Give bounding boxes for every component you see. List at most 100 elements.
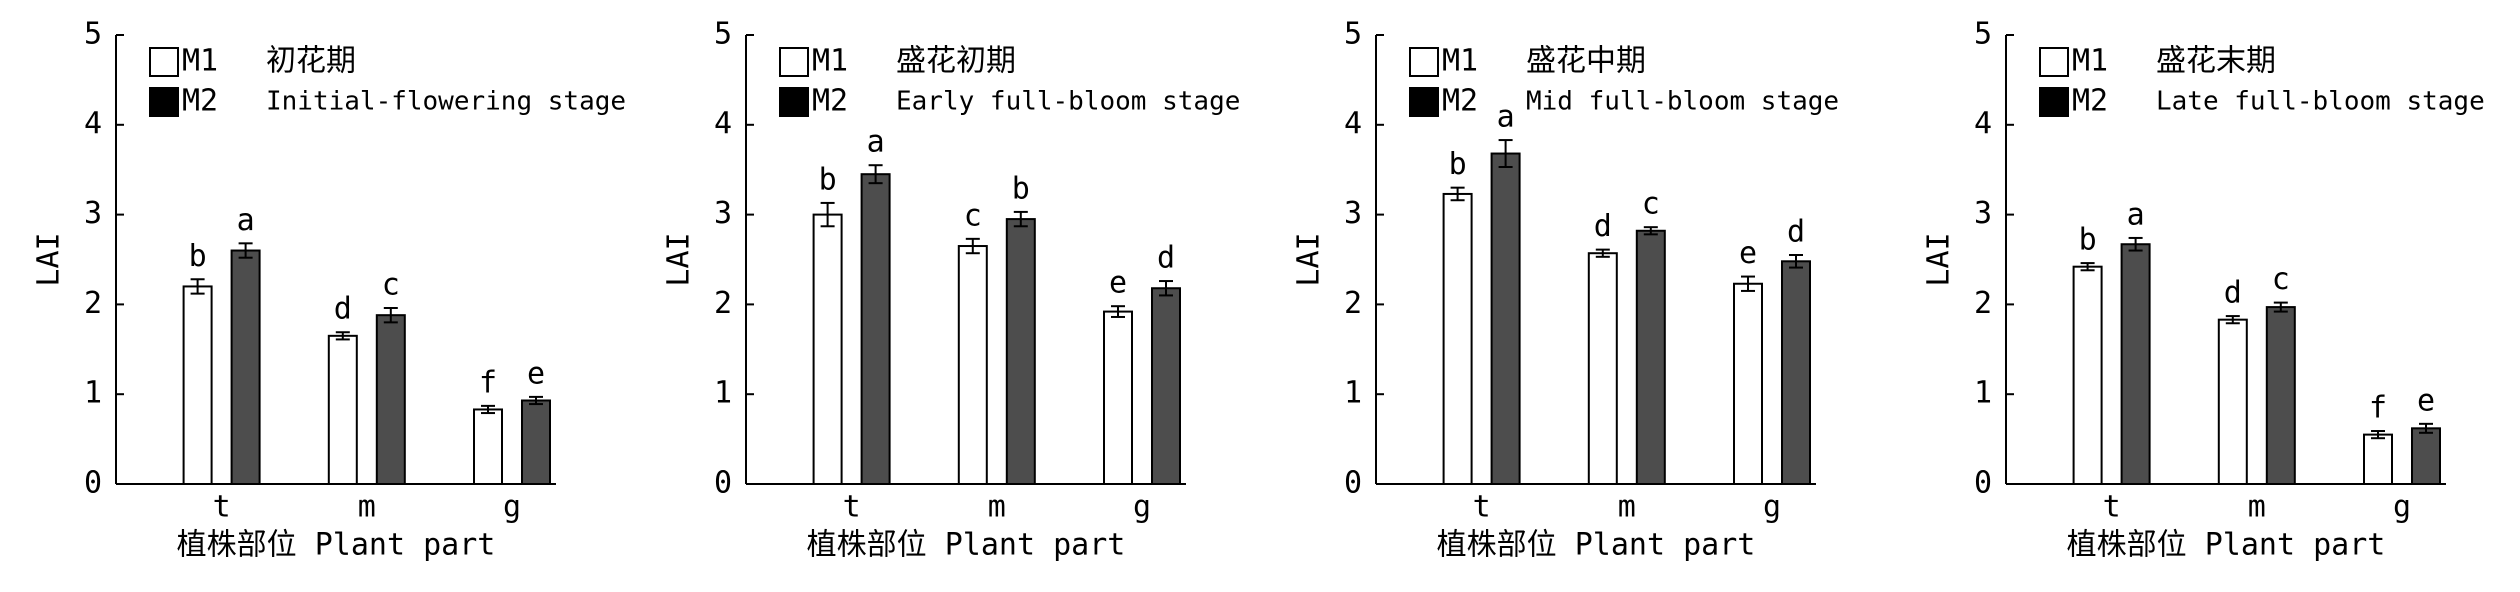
x-tick-label: m [2248, 490, 2266, 525]
legend-label: M2 [1442, 84, 1478, 119]
y-tick-label: 5 [1344, 17, 1362, 52]
x-tick-label: t [843, 490, 861, 525]
y-tick-label: 0 [1974, 466, 1992, 501]
error-bar [1741, 275, 1755, 292]
x-tick-label: g [1763, 490, 1781, 525]
legend-label: M1 [2072, 44, 2108, 79]
legend-swatch [779, 87, 809, 117]
y-tick-label: 3 [1974, 196, 1992, 231]
y-tick-label: 3 [1344, 196, 1362, 231]
error-bar [190, 278, 205, 295]
significance-letter: c [2272, 262, 2290, 297]
bar [1781, 260, 1811, 485]
x-tick-label: m [358, 490, 376, 525]
legend-swatch [1409, 87, 1439, 117]
significance-letter: e [527, 356, 545, 391]
y-tick-label: 1 [1344, 376, 1362, 411]
bar [1151, 287, 1181, 485]
legend-label: M1 [812, 44, 848, 79]
legend-label: M1 [1442, 44, 1478, 79]
legend-swatch [779, 47, 809, 77]
error-bar [1111, 305, 1125, 318]
y-tick-label: 4 [84, 106, 102, 141]
y-tick-label: 1 [714, 376, 732, 411]
significance-letter: a [237, 203, 255, 238]
y-tick-label: 0 [84, 466, 102, 501]
significance-letter: b [1449, 147, 1467, 182]
x-axis-label: 植株部位 Plant part [807, 528, 1126, 563]
y-axis-label: LAI [32, 232, 67, 286]
significance-letter: a [1497, 100, 1515, 135]
x-tick-label: m [1618, 490, 1636, 525]
bar [860, 173, 891, 485]
chart-title: 盛花初期 [896, 44, 1016, 79]
error-bar [2419, 422, 2433, 434]
y-tick-label: 3 [714, 196, 732, 231]
y-tick-label: 5 [84, 17, 102, 52]
x-axis-label: 植株部位 Plant part [1437, 528, 1756, 563]
bar [957, 245, 988, 485]
y-tick-label: 0 [1344, 466, 1362, 501]
error-bar [868, 164, 883, 185]
error-bar [1159, 280, 1173, 297]
error-bar [2371, 430, 2385, 440]
error-bar [2225, 315, 2240, 325]
significance-letter: f [2369, 391, 2387, 426]
y-tick-label: 4 [1974, 106, 1992, 141]
error-bar [1013, 210, 1028, 228]
legend-swatch [149, 87, 179, 117]
bar [2411, 427, 2441, 486]
significance-letter: e [1739, 236, 1757, 271]
error-bar [383, 306, 398, 324]
y-axis-label: LAI [1922, 232, 1957, 286]
legend-label: M2 [182, 84, 218, 119]
significance-letter: d [1594, 209, 1612, 244]
y-tick-label: 4 [1344, 106, 1362, 141]
significance-letter: b [189, 239, 207, 274]
bar [1005, 218, 1036, 485]
y-tick-label: 4 [714, 106, 732, 141]
error-bar [1450, 186, 1465, 202]
bar [1587, 252, 1618, 485]
x-tick-label: t [2103, 490, 2121, 525]
x-tick-label: g [1133, 490, 1151, 525]
error-bar [1498, 139, 1513, 169]
bar [2217, 318, 2248, 485]
significance-letter: a [867, 125, 885, 160]
legend-label: M2 [2072, 84, 2108, 119]
significance-letter: e [1109, 266, 1127, 301]
panel: 0 1 2 3 4 5 LAI 植株部位 Plant part M1 M2 初花期 Initial-f… [32, 17, 627, 563]
legend-label: M1 [182, 44, 218, 79]
chart-title: 盛花中期 [1526, 44, 1646, 79]
chart-subtitle: Early full-bloom stage [896, 87, 1240, 117]
significance-letter: c [382, 267, 400, 302]
error-bar [2128, 236, 2143, 252]
chart-subtitle: Mid full-bloom stage [1526, 87, 1839, 117]
panel: 0 1 2 3 4 5 LAI 植株部位 Plant part M1 M2 盛花中期 Mid full… [1292, 17, 1840, 563]
chart-subtitle: Late full-bloom stage [2156, 87, 2485, 117]
legend-swatch [149, 47, 179, 77]
y-tick-label: 1 [1974, 376, 1992, 411]
error-bar [820, 201, 835, 228]
bar [2265, 306, 2296, 485]
bar [182, 285, 213, 485]
error-bar [2080, 262, 2095, 272]
legend-swatch [2039, 47, 2069, 77]
error-bar [238, 242, 253, 259]
y-tick-label: 3 [84, 196, 102, 231]
y-tick-label: 0 [714, 466, 732, 501]
legend-swatch [2039, 87, 2069, 117]
y-axis-label: LAI [662, 232, 697, 286]
bar [1635, 229, 1666, 485]
chart-title: 初花期 [266, 44, 356, 79]
y-tick-label: 2 [714, 286, 732, 321]
x-tick-label: t [213, 490, 231, 525]
bar [1490, 152, 1521, 485]
bar [812, 213, 843, 485]
significance-letter: d [334, 292, 352, 327]
significance-letter: f [479, 365, 497, 400]
x-tick-label: g [2393, 490, 2411, 525]
bar [473, 408, 503, 485]
panel: 0 1 2 3 4 5 LAI 植株部位 Plant part M1 M2 盛花末期 Late ful… [1922, 17, 2485, 563]
